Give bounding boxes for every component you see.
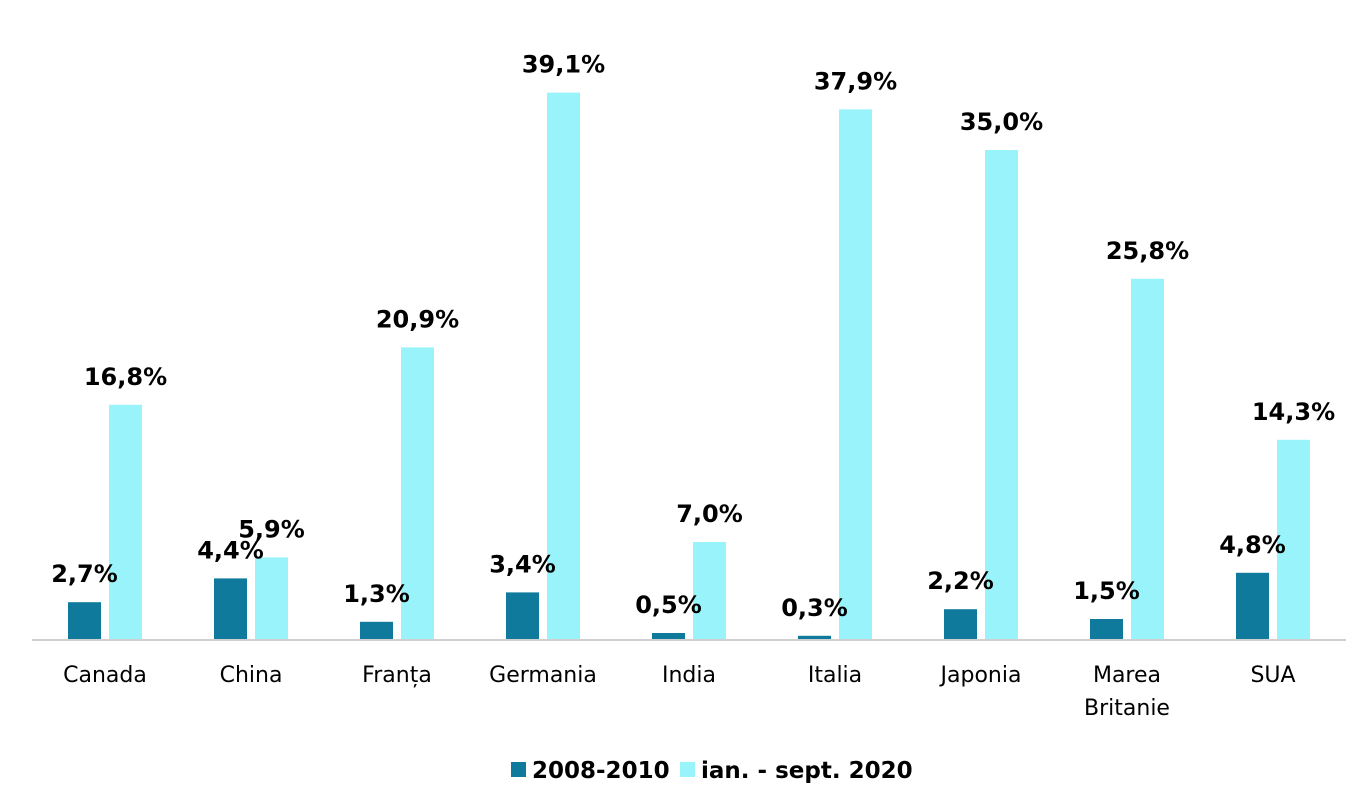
data-label-marea-britanie-2008-2010: 1,5% [1073,577,1140,605]
legend-swatch-2008-2010 [511,762,526,777]
bar-germania-ian-sept-2020 [547,92,580,641]
legend: 2008-2010 ian. - sept. 2020 [511,758,913,784]
x-tick-label-japonia: Japonia [939,663,1022,688]
data-label-canada-2008-2010: 2,7% [51,560,118,588]
bar-india-ian-sept-2020 [693,542,726,640]
data-label-india-ian-sept-2020: 7,0% [676,500,743,528]
bar-italia-2008-2010 [798,635,831,640]
bar-japonia-ian-sept-2020 [985,150,1018,640]
bar-canada-2008-2010 [68,602,101,640]
bar-canada-ian-sept-2020 [109,404,142,640]
bar-franta-ian-sept-2020 [401,347,434,640]
data-label-sua-ian-sept-2020: 14,3% [1252,398,1335,426]
bar-marea-britanie-ian-sept-2020 [1131,278,1164,640]
bar-china-ian-sept-2020 [255,557,288,640]
data-label-sua-2008-2010: 4,8% [1219,531,1286,559]
data-label-germania-ian-sept-2020: 39,1% [522,51,605,79]
x-tick-label-sua: SUA [1250,663,1295,688]
data-label-germania-2008-2010: 3,4% [489,550,556,578]
legend-label-ian-sept-2020: ian. - sept. 2020 [701,758,913,784]
data-label-japonia-2008-2010: 2,2% [927,567,994,595]
legend-swatch-ian-sept-2020 [680,762,695,777]
data-label-india-2008-2010: 0,5% [635,591,702,619]
bar-sua-ian-sept-2020 [1277,439,1310,640]
data-label-franta-ian-sept-2020: 20,9% [376,305,459,333]
bar-italia-ian-sept-2020 [839,109,872,640]
x-tick-label-germania: Germania [489,663,597,688]
data-label-italia-ian-sept-2020: 37,9% [814,67,897,95]
x-tick-label-canada: Canada [63,663,147,688]
data-label-canada-ian-sept-2020: 16,8% [84,363,167,391]
bar-india-2008-2010 [652,633,685,640]
x-tick-label-franta: Franța [362,663,432,688]
bar-china-2008-2010 [214,578,247,640]
x-tick-label-india: India [662,663,716,688]
data-label-japonia-ian-sept-2020: 35,0% [960,108,1043,136]
bar-japonia-2008-2010 [944,609,977,640]
data-labels-layer: 2,7% 16,8% 4,4%5,9% 1,3% 20,9% 3,4% 39,1% 0,5% 7… [51,51,1335,622]
bar-marea-britanie-2008-2010 [1090,619,1123,640]
data-label-china-2008-2010: 4,4% [197,536,264,564]
data-label-franta-2008-2010: 1,3% [343,580,410,608]
bar-sua-2008-2010 [1236,572,1269,640]
legend-label-2008-2010: 2008-2010 [532,758,670,784]
bar-franta-2008-2010 [360,621,393,640]
x-tick-label-china: China [220,663,283,688]
x-tick-labels: Canada China Franța Germania India Italia Japo… [63,663,1295,721]
bar-germania-2008-2010 [506,592,539,640]
data-label-marea-britanie-ian-sept-2020: 25,8% [1106,237,1189,265]
data-label-italia-2008-2010: 0,3% [781,594,848,622]
x-tick-label-italia: Italia [808,663,862,688]
bars-layer [68,92,1310,641]
x-tick-label-marea-britanie: Marea Britanie [1084,663,1170,721]
data-label-china-ian-sept-2020: 5,9% [238,515,305,543]
